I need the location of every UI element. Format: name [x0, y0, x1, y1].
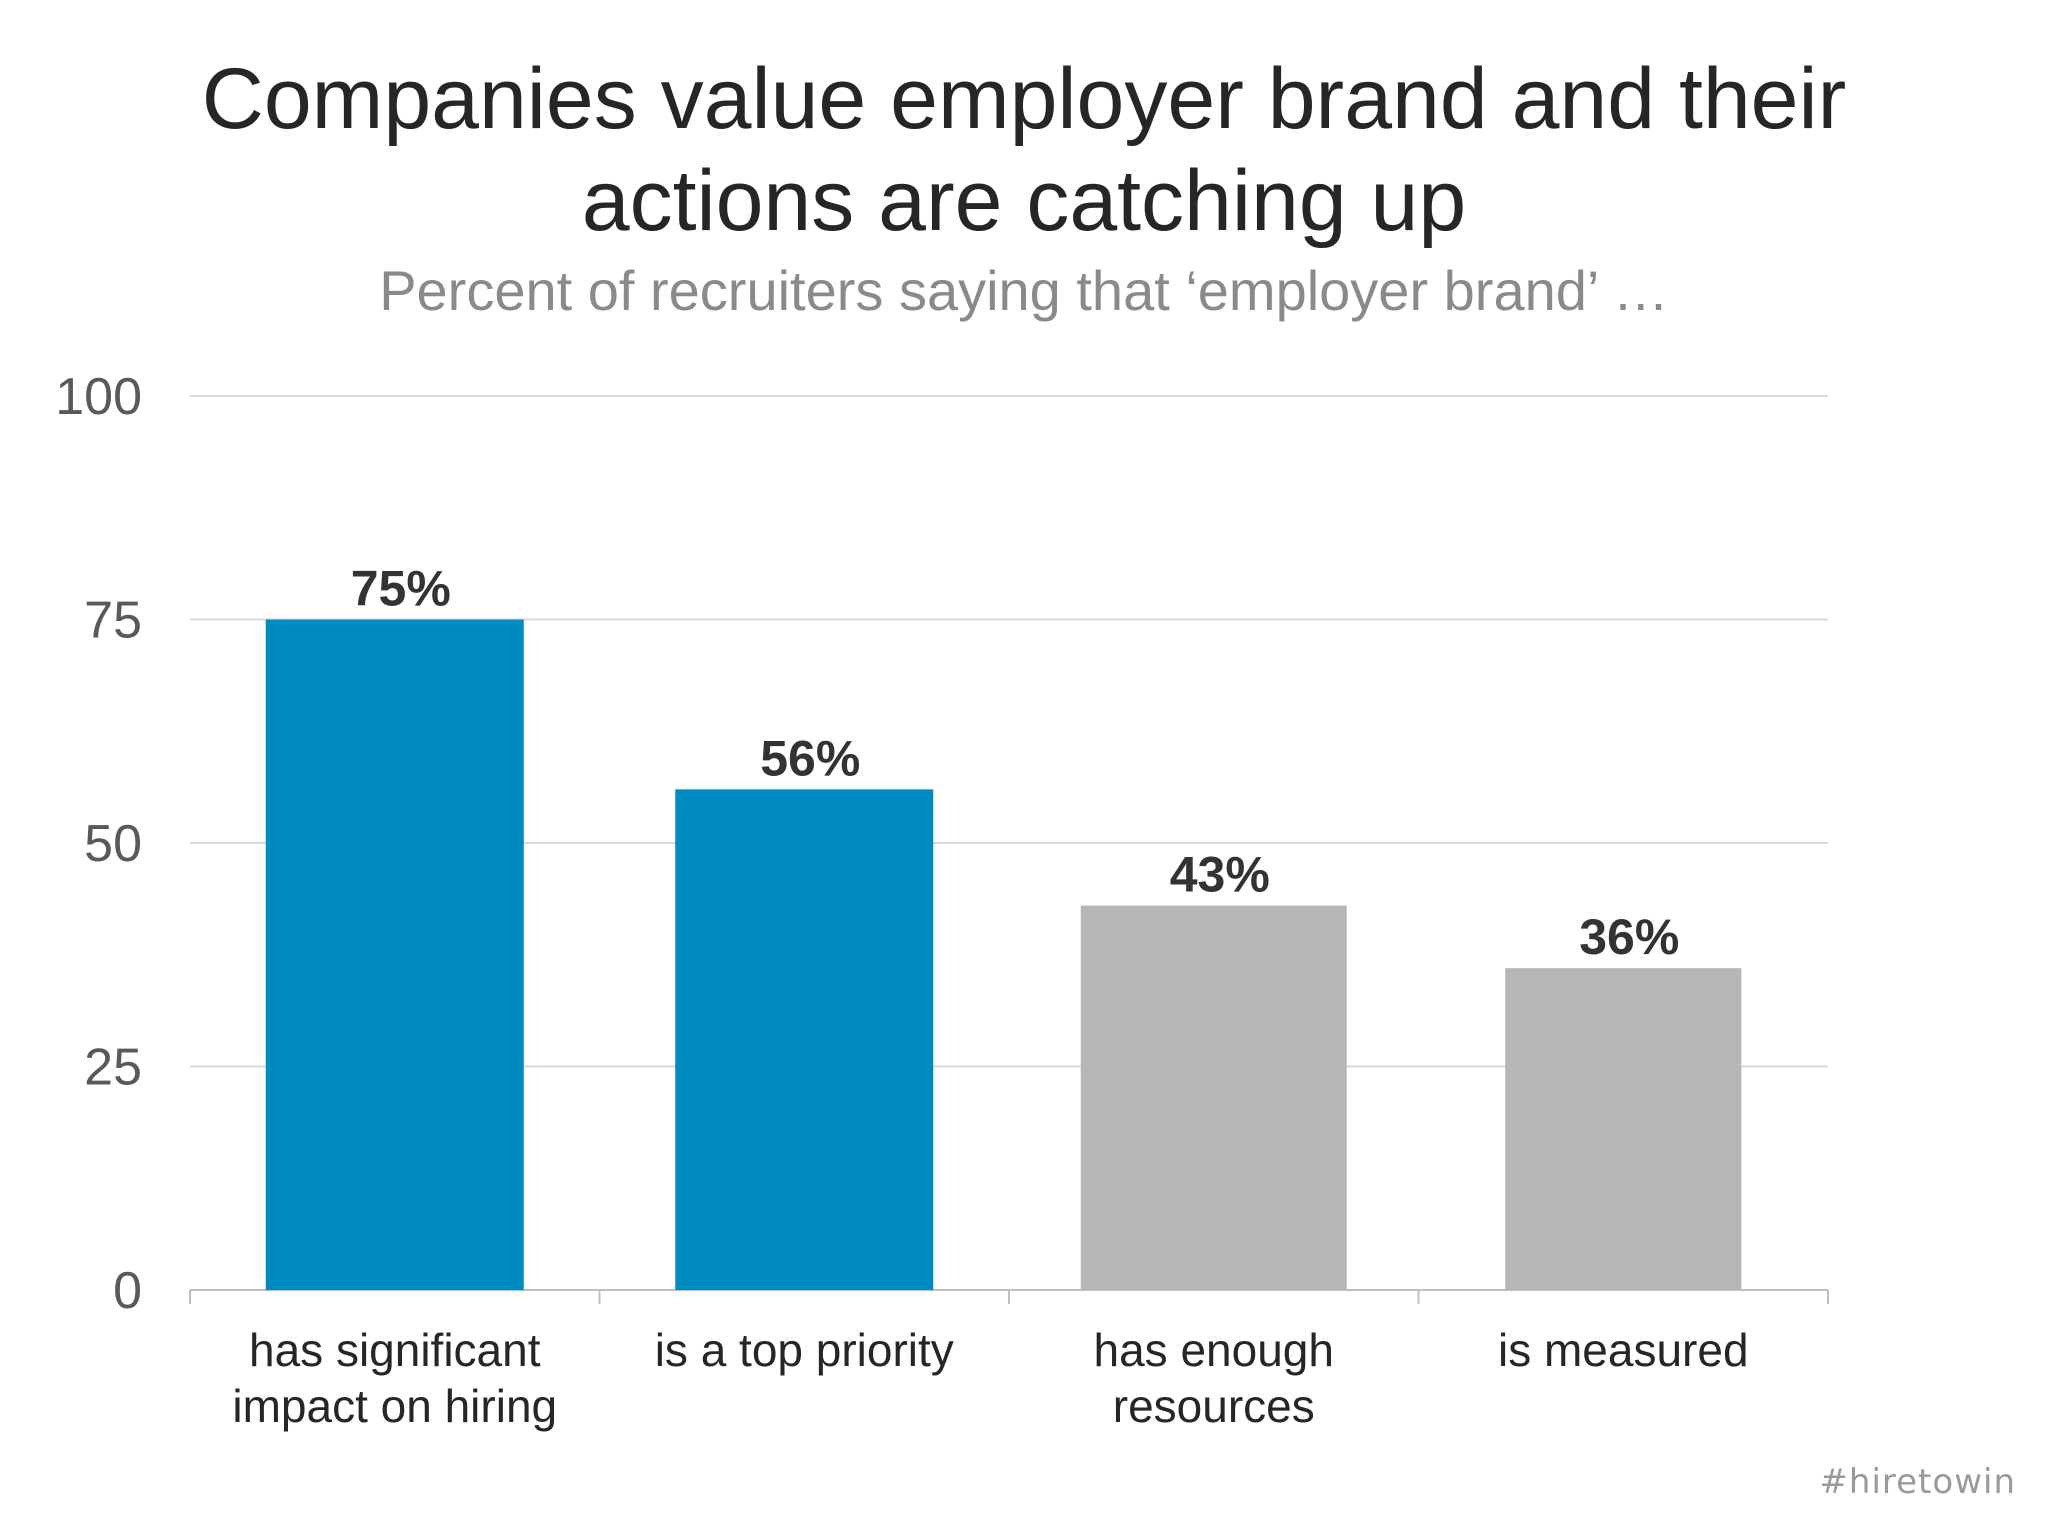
y-tick-label: 25	[84, 1039, 142, 1097]
bar	[675, 789, 934, 1290]
y-tick-label: 0	[113, 1262, 142, 1320]
chart-title-line-2: actions are catching up	[581, 153, 1467, 249]
data-label: 75%	[351, 561, 451, 617]
x-tick-label: is measured	[1498, 1324, 1749, 1376]
chart-title: Companies value employer brand and their…	[0, 48, 2048, 252]
data-label: 36%	[1579, 909, 1679, 965]
x-tick-label-line: has enough	[1094, 1324, 1334, 1376]
y-tick-label: 100	[55, 368, 142, 426]
chart-subtitle: Percent of recruiters saying that ‘emplo…	[379, 259, 1669, 322]
data-label: 43%	[1170, 847, 1270, 903]
y-tick-label: 75	[84, 592, 142, 650]
x-tick-label: is a top priority	[655, 1324, 954, 1376]
x-tick-label-line: is a top priority	[655, 1324, 954, 1376]
hashtag-watermark: #hiretowin	[1819, 1462, 2016, 1502]
x-tick-label-line: resources	[1113, 1380, 1315, 1432]
bar	[1080, 905, 1347, 1290]
x-tick-label-line: has significant	[249, 1324, 541, 1376]
y-tick-label: 50	[84, 815, 142, 873]
x-tick-label: has significant impact on hiring	[232, 1324, 557, 1432]
x-tick-label-line: impact on hiring	[232, 1380, 557, 1432]
x-tick-label: has enough resources	[1094, 1324, 1334, 1432]
data-label: 56%	[760, 730, 860, 786]
chart-title-line-1: Companies value employer brand and their	[201, 51, 1847, 147]
bar	[265, 619, 524, 1290]
bar	[1505, 968, 1742, 1290]
x-tick-label-line: is measured	[1498, 1324, 1749, 1376]
